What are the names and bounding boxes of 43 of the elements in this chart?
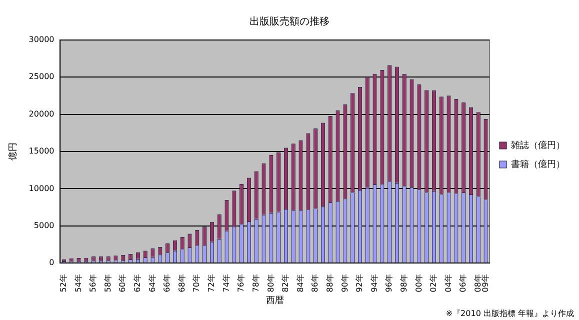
x-tick-label: 68年 bbox=[177, 274, 186, 292]
x-tick-label: 98年 bbox=[399, 274, 408, 292]
x-tick-label: 94年 bbox=[370, 274, 379, 292]
x-tick-label: 86年 bbox=[310, 274, 320, 292]
x-tick-label: 92年 bbox=[355, 274, 364, 292]
x-tick-label: 60年 bbox=[118, 274, 128, 292]
legend-label: 雑誌（億円） bbox=[511, 140, 565, 151]
y-tick-label: 30000 bbox=[28, 35, 54, 44]
x-tick-label: 82年 bbox=[281, 274, 290, 292]
x-axis-title: 西暦 bbox=[266, 294, 284, 306]
x-tick-label: 84年 bbox=[296, 274, 305, 292]
x-tick-label: 70年 bbox=[192, 274, 202, 292]
x-tick-label: 04年 bbox=[444, 274, 453, 292]
y-axis-title: 億円 bbox=[8, 142, 19, 161]
x-tick-label: 74年 bbox=[222, 274, 231, 292]
x-tick-label: 72年 bbox=[207, 274, 216, 292]
x-tick-label: 58年 bbox=[103, 274, 112, 292]
y-tick-label: 25000 bbox=[28, 72, 54, 82]
x-tick-label: 52年 bbox=[59, 274, 68, 292]
x-tick-label: 08年 bbox=[473, 274, 482, 292]
x-tick-label: 54年 bbox=[74, 274, 83, 292]
x-tick-label: 96年 bbox=[384, 274, 394, 292]
y-tick-label: 5000 bbox=[34, 220, 54, 230]
x-tick-label: 56年 bbox=[88, 274, 98, 292]
y-tick-label: 15000 bbox=[28, 146, 54, 156]
chart-title: 出版販売額の推移 bbox=[250, 16, 330, 28]
y-tick-label: 20000 bbox=[28, 109, 54, 118]
x-tick-label: 09年 bbox=[480, 274, 490, 292]
legend-label: 書籍（億円） bbox=[511, 158, 565, 170]
x-tick-label: 64年 bbox=[148, 274, 157, 292]
x-tick-label: 80年 bbox=[266, 274, 276, 292]
x-tick-label: 90年 bbox=[340, 274, 350, 292]
x-tick-label: 00年 bbox=[414, 274, 424, 292]
x-tick-label: 78年 bbox=[251, 274, 260, 292]
y-tick-label: 10000 bbox=[28, 184, 54, 193]
x-tick-label: 02年 bbox=[429, 274, 438, 292]
y-tick-label: 0 bbox=[49, 258, 54, 268]
x-tick-label: 88年 bbox=[325, 274, 334, 292]
x-tick-label: 66年 bbox=[162, 274, 172, 292]
x-tick-label: 06年 bbox=[458, 274, 468, 292]
x-tick-label: 76年 bbox=[236, 274, 246, 292]
x-tick-label: 62年 bbox=[133, 274, 142, 292]
text: ※『2010 出版指標 年報』より作成 bbox=[446, 309, 574, 318]
